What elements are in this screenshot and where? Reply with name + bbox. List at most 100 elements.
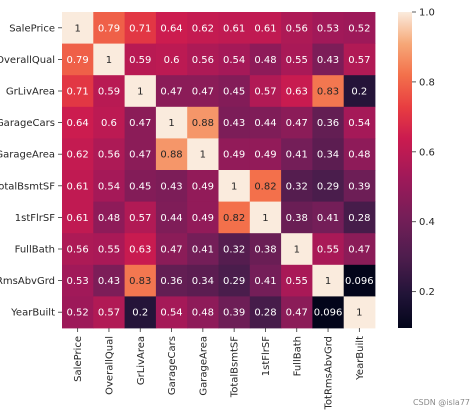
heatmap-cell [93,264,125,297]
heatmap-cell [312,264,345,297]
cell-value-label: 0.48 [192,308,214,319]
cell-value-label: 0.49 [254,150,276,161]
cell-value-label: 0.47 [192,87,214,98]
heatmap-cell [93,106,125,139]
heatmap-cell [62,233,94,266]
heatmap-cell [281,75,313,108]
cell-value-label: 0.61 [67,181,89,192]
heatmap-cell [124,75,157,108]
cell-value-label: 1 [106,55,112,66]
cell-value-label: 0.47 [286,118,308,129]
heatmap-cell [281,106,313,139]
heatmap-cell [343,233,376,266]
cell-value-label: 0.83 [317,87,339,98]
cell-value-label: 0.32 [286,181,308,192]
cell-value-label: 1 [294,245,300,256]
heatmap-cell [187,43,219,76]
cell-value-label: 0.63 [129,245,151,256]
cell-value-label: 0.56 [98,150,120,161]
heatmap-cell [249,138,282,171]
heatmap-cell [249,201,282,234]
cell-value-label: 0.47 [129,150,151,161]
row-tick-label: GrLivArea [6,87,55,98]
heatmap-cell [343,264,376,297]
cell-value-label: 0.49 [223,150,245,161]
heatmap-cell [281,170,313,202]
cell-value-label: 0.47 [286,308,308,319]
heatmap-cell [312,12,345,44]
heatmap-cell [93,170,125,202]
heatmap-cell [93,233,125,266]
cell-value-label: 0.63 [286,87,308,98]
cell-value-label: 0.61 [254,23,276,34]
row-tick-label: FullBath [15,245,55,256]
heatmap-cell [155,296,188,329]
heatmap-cell [124,201,157,234]
colorbar-tick-label: 0.6 [419,147,435,158]
cell-value-label: 0.83 [129,276,151,287]
cell-value-label: 0.55 [317,245,339,256]
cell-value-label: 0.47 [160,245,182,256]
cell-value-label: 0.61 [67,213,89,224]
heatmap-cell [93,75,125,108]
heatmap-cell [343,43,376,76]
heatmap-cell [155,138,188,171]
cell-value-label: 0.45 [223,87,245,98]
heatmap-cell [281,12,313,44]
cell-value-label: 1 [356,308,362,319]
cell-value-label: 0.34 [317,150,339,161]
heatmap-cell [343,75,376,108]
heatmap-cell [312,106,345,139]
colorbar: 0.2 0.4 0.6 0.8 1.0 [398,8,435,328]
heatmap-cell [62,170,94,202]
cell-value-label: 0.54 [160,308,182,319]
cell-value-label: 1 [74,23,80,34]
heatmap-cell [218,138,251,171]
heatmap-cell [218,106,251,139]
heatmap-cell [187,170,219,202]
heatmap-cell [281,264,313,297]
cell-value-label: 0.48 [348,150,370,161]
watermark: CSDN @isla77 [412,398,470,407]
heatmap-cell [281,43,313,76]
column-tick-label: GarageCars [167,336,178,395]
heatmap-cell [249,12,282,44]
cell-value-label: 0.43 [223,118,245,129]
heatmap-cell [343,12,376,44]
heatmap-cell [93,43,125,76]
cell-value-label: 0.6 [101,118,117,129]
cell-value-label: 1 [325,276,331,287]
cell-value-label: 1 [262,213,268,224]
heatmap-cell [62,264,94,297]
cell-value-label: 0.79 [98,23,120,34]
heatmap-cell [155,106,188,139]
cell-value-label: 0.52 [348,23,370,34]
cell-value-label: 0.41 [286,150,308,161]
cell-value-label: 0.56 [192,55,214,66]
cell-value-label: 0.57 [129,213,151,224]
heatmap-cell [249,43,282,76]
heatmap-cell [155,75,188,108]
heatmap-cell [62,296,94,329]
heatmap-cell [187,75,219,108]
cell-value-label: 0.49 [192,213,214,224]
heatmap-cell [155,43,188,76]
cell-value-label: 0.54 [223,55,245,66]
cell-value-label: 0.6 [164,55,180,66]
cell-value-label: 0.47 [129,118,151,129]
cell-value-label: 0.28 [254,308,276,319]
cell-value-label: 0.57 [98,308,120,319]
cell-value-label: 0.88 [192,118,214,129]
cell-value-label: 0.82 [254,181,276,192]
cell-value-label: 0.52 [67,308,89,319]
heatmap-cells [62,12,376,329]
cell-value-label: 0.71 [129,23,151,34]
cell-value-label: 0.48 [254,55,276,66]
heatmap-cell [312,75,345,108]
heatmap-cell [343,201,376,234]
cell-value-label: 0.82 [223,213,245,224]
heatmap-cell [218,296,251,329]
column-tick-label: FullBath [292,336,303,376]
heatmap-cell [281,233,313,266]
heatmap-cell [218,201,251,234]
